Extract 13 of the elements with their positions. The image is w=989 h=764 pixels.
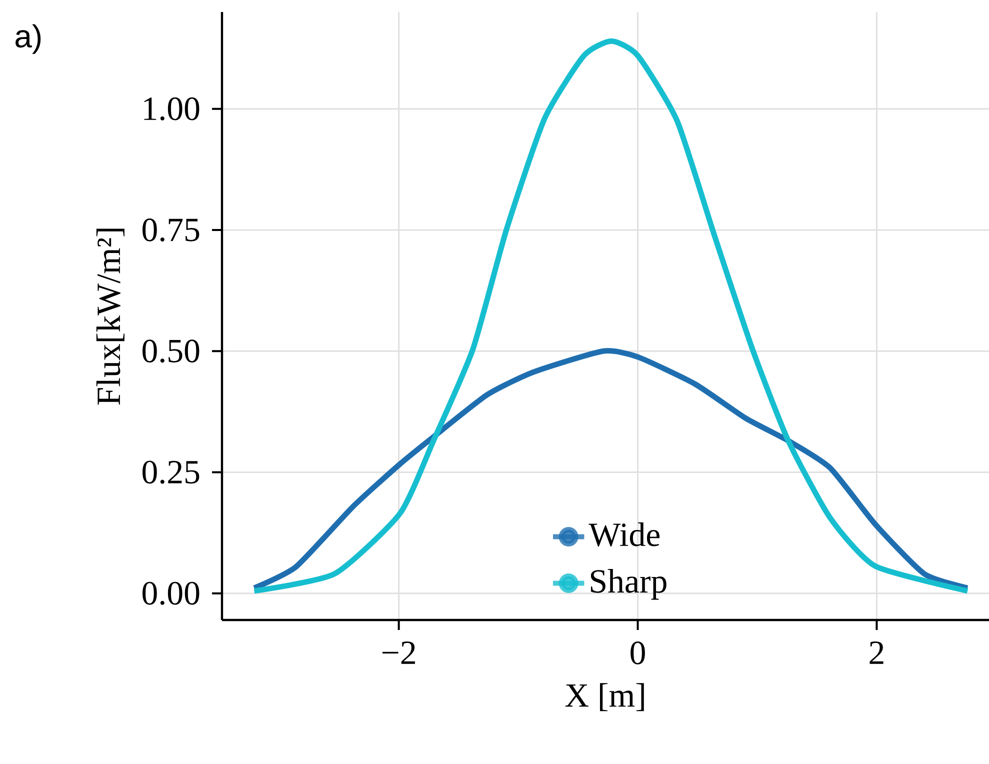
y-axis-title: Flux[kW/m²] [96,228,124,405]
y-tick-label: 0.25 [142,460,200,484]
y-tick-label: 1.00 [144,97,200,120]
x-axis-title: X [m] [565,683,644,712]
x-tick-label: 0 [630,641,645,664]
y-tick-label: 0.00 [142,582,200,605]
legend-label: Wide [588,522,660,546]
x-tick-label: 2 [870,641,884,664]
y-tick-label: 0.50 [142,340,200,363]
text: a) [16,24,41,54]
y-tick-label: 0.75 [142,218,200,242]
legend-label: Sharp [590,568,666,600]
x-tick-label: −2 [382,641,415,664]
